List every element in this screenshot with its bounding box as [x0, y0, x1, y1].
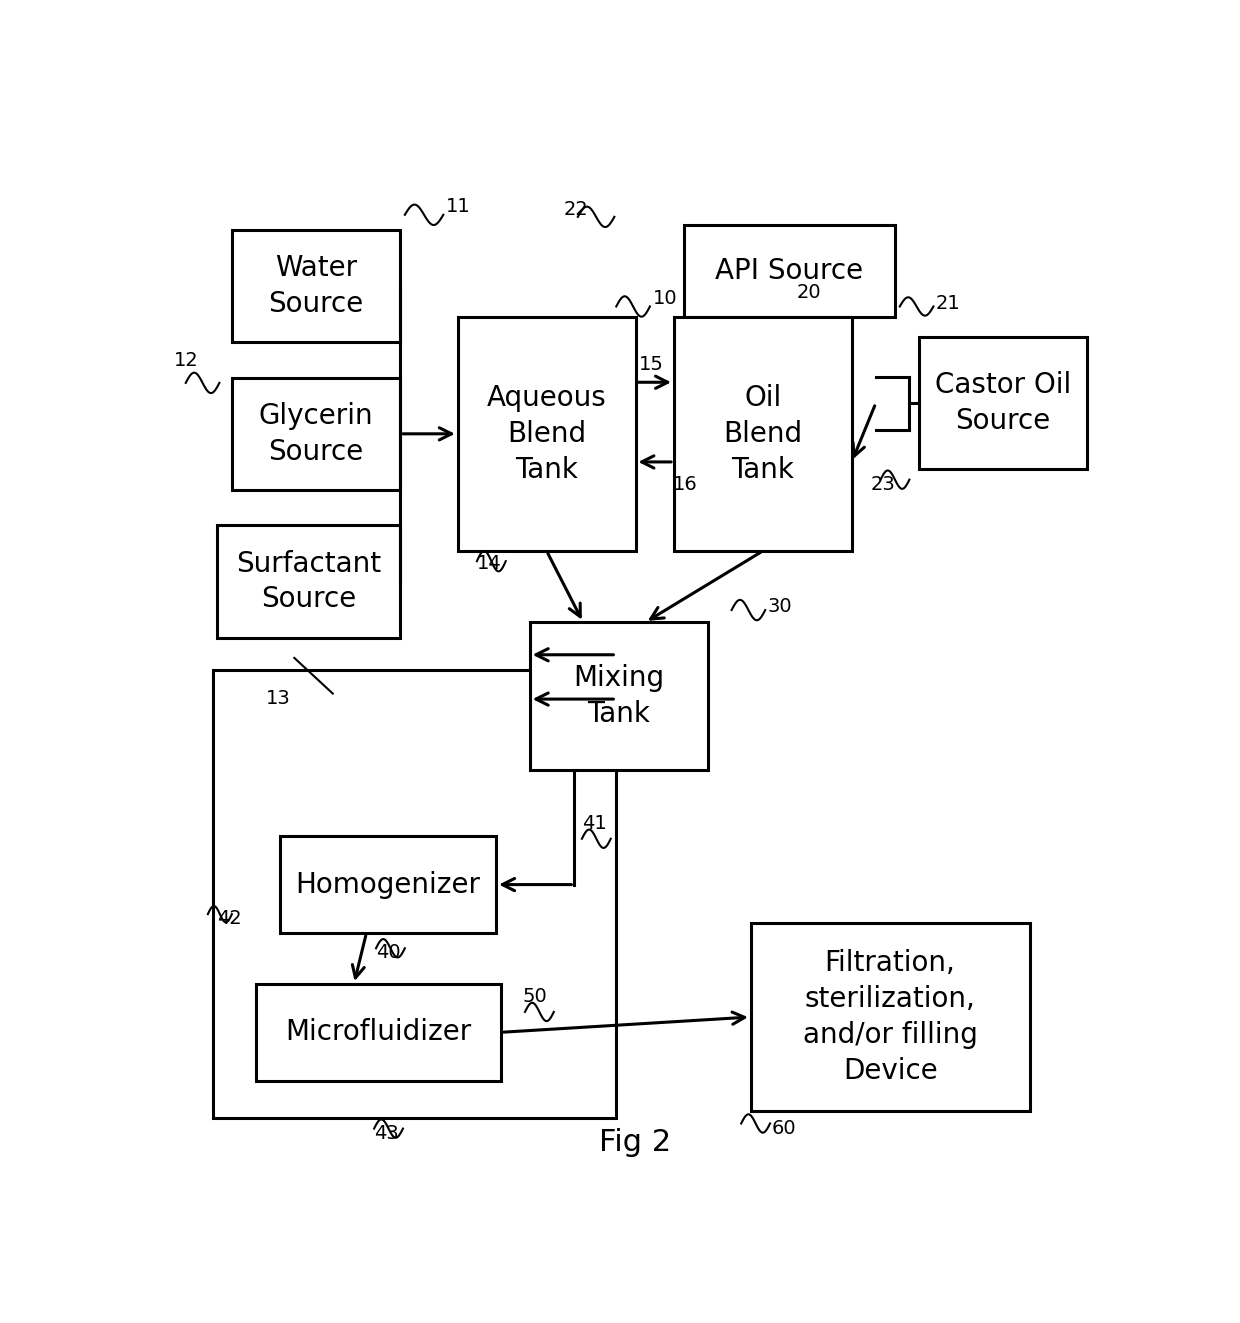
Text: Glycerin
Source: Glycerin Source	[259, 402, 373, 466]
FancyBboxPatch shape	[280, 836, 496, 933]
FancyBboxPatch shape	[217, 525, 401, 638]
Text: 14: 14	[477, 554, 502, 573]
FancyBboxPatch shape	[255, 984, 501, 1081]
FancyBboxPatch shape	[529, 622, 708, 770]
Text: 21: 21	[935, 294, 960, 312]
Text: 30: 30	[768, 597, 792, 617]
Text: 20: 20	[797, 283, 822, 303]
FancyBboxPatch shape	[458, 316, 635, 550]
Text: Homogenizer: Homogenizer	[295, 871, 481, 898]
FancyBboxPatch shape	[675, 316, 852, 550]
Text: 13: 13	[265, 689, 290, 708]
Text: Microfluidizer: Microfluidizer	[285, 1019, 471, 1046]
Text: 11: 11	[446, 197, 471, 216]
Text: 23: 23	[870, 475, 895, 493]
Text: Castor Oil
Source: Castor Oil Source	[935, 372, 1071, 435]
Text: Fig 2: Fig 2	[599, 1129, 672, 1158]
Text: 12: 12	[174, 351, 198, 369]
Text: 60: 60	[773, 1119, 796, 1138]
Text: 42: 42	[217, 909, 242, 929]
Text: 50: 50	[522, 987, 547, 1005]
FancyBboxPatch shape	[751, 923, 1029, 1111]
FancyBboxPatch shape	[683, 225, 895, 316]
Text: Mixing
Tank: Mixing Tank	[573, 664, 665, 728]
Text: API Source: API Source	[715, 257, 863, 284]
Text: 22: 22	[563, 200, 588, 218]
Text: Filtration,
sterilization,
and/or filling
Device: Filtration, sterilization, and/or fillin…	[802, 950, 977, 1085]
FancyBboxPatch shape	[232, 230, 401, 343]
Text: 43: 43	[374, 1123, 399, 1143]
Text: 41: 41	[582, 814, 606, 832]
Text: 40: 40	[376, 943, 401, 962]
Text: Aqueous
Blend
Tank: Aqueous Blend Tank	[487, 384, 606, 483]
Text: Oil
Blend
Tank: Oil Blend Tank	[723, 384, 802, 483]
FancyBboxPatch shape	[232, 378, 401, 490]
Text: Water
Source: Water Source	[268, 254, 363, 318]
Text: 10: 10	[652, 290, 677, 308]
Text: Surfactant
Source: Surfactant Source	[236, 549, 382, 614]
FancyBboxPatch shape	[919, 337, 1087, 470]
Text: 15: 15	[639, 355, 663, 374]
Text: 16: 16	[673, 475, 698, 495]
